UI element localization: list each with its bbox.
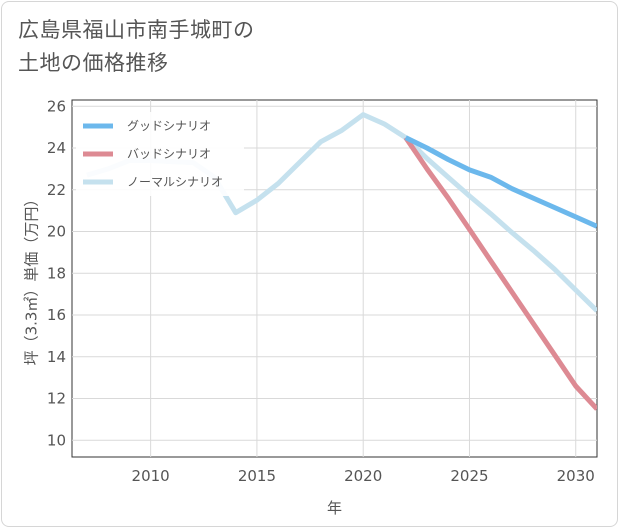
x-tick-label: 2030 [557, 467, 595, 485]
x-tick-label: 2010 [132, 467, 170, 485]
y-tick-labels: 10 12 14 16 18 20 22 24 26 [47, 97, 66, 449]
y-tick-label: 14 [47, 348, 66, 366]
legend-label: ノーマルシナリオ [127, 175, 223, 189]
y-tick-label: 20 [47, 223, 66, 241]
series-line-good [404, 135, 597, 229]
x-tick-label: 2025 [450, 467, 488, 485]
y-tick-label: 12 [47, 390, 66, 408]
y-tick-label: 16 [47, 306, 66, 324]
legend-label: バッドシナリオ [127, 147, 211, 161]
legend-label: グッドシナリオ [127, 119, 211, 133]
y-tick-label: 10 [47, 431, 66, 449]
y-tick-label: 22 [47, 181, 66, 199]
x-tick-labels: 2010 2015 2020 2025 2030 [132, 467, 595, 485]
x-axis-title: 年 [327, 499, 342, 517]
x-tick-label: 2020 [344, 467, 382, 485]
y-tick-label: 26 [47, 97, 66, 115]
x-tick-label: 2015 [238, 467, 276, 485]
gridlines [72, 100, 597, 457]
chart-title: 広島県福山市南手城町の 土地の価格推移 [18, 18, 255, 75]
y-axis-title: 坪（3.3㎡）単価（万円） [23, 192, 41, 366]
series-line-bad [403, 136, 597, 411]
y-tick-label: 24 [47, 139, 66, 157]
y-tick-label: 18 [47, 264, 66, 282]
